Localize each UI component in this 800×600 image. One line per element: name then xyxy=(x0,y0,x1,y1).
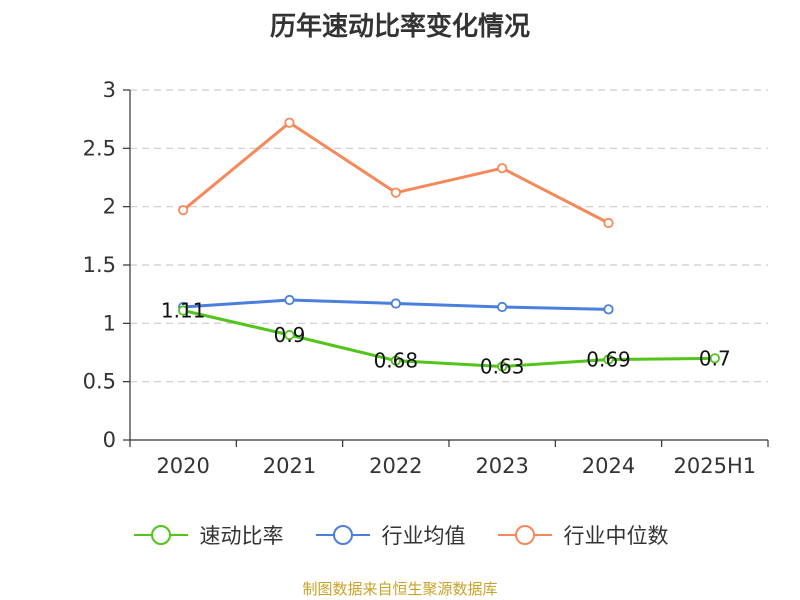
x-tick-label: 2022 xyxy=(369,454,422,478)
data-point xyxy=(284,329,295,341)
y-tick-label: 0 xyxy=(103,428,116,452)
series-line xyxy=(182,121,610,225)
data-point xyxy=(284,294,295,306)
legend-label: 行业中位数 xyxy=(563,524,669,548)
legend-label: 速动比率 xyxy=(199,524,284,548)
legend-item-industry-mean[interactable]: 行业均值 xyxy=(314,520,466,550)
data-point xyxy=(709,353,720,364)
data-point xyxy=(390,298,401,309)
data-point xyxy=(497,163,508,174)
data-point xyxy=(497,301,508,313)
data-label: 0.63 xyxy=(480,355,525,379)
data-point xyxy=(603,354,614,365)
y-tick-label: 1 xyxy=(103,311,116,335)
y-tick-label: 1.5 xyxy=(83,253,116,277)
data-point xyxy=(603,304,614,315)
x-tick-label: 2021 xyxy=(263,454,316,478)
legend-item-industry-median[interactable]: 行业中位数 xyxy=(496,520,669,550)
y-tick-label: 0.5 xyxy=(83,370,116,394)
y-tick-label: 2.5 xyxy=(83,136,116,160)
x-tick-label: 2024 xyxy=(582,454,635,478)
y-tick-label: 3 xyxy=(103,78,116,102)
data-label: 0.7 xyxy=(699,346,731,370)
data-point xyxy=(284,117,295,128)
legend-line-icon xyxy=(133,525,188,545)
x-tick-label: 2020 xyxy=(156,454,209,478)
data-point xyxy=(497,361,508,372)
y-tick-label: 2 xyxy=(103,195,116,219)
x-tick-label: 2025H1 xyxy=(674,454,757,478)
legend-item-quick-ratio[interactable]: 速动比率 xyxy=(132,520,284,550)
legend-line-icon xyxy=(497,525,552,545)
series-line xyxy=(182,309,715,368)
legend-label: 行业均值 xyxy=(381,524,466,548)
data-label: 0.9 xyxy=(274,323,306,347)
data-point xyxy=(178,205,189,216)
legend-line-icon xyxy=(315,525,370,545)
data-point xyxy=(390,355,401,366)
data-point xyxy=(390,187,401,198)
data-label: 1.11 xyxy=(161,299,206,323)
chart-legend: 速动比率 行业均值 行业中位数 xyxy=(0,520,800,550)
data-point xyxy=(603,217,614,229)
source-note: 制图数据来自恒生聚源数据库 xyxy=(302,580,498,598)
data-label: 0.68 xyxy=(374,349,419,373)
data-point xyxy=(178,305,189,316)
chart-title: 历年速动比率变化情况 xyxy=(269,12,530,42)
data-label: 0.69 xyxy=(586,348,631,372)
x-tick-label: 2023 xyxy=(475,454,528,478)
